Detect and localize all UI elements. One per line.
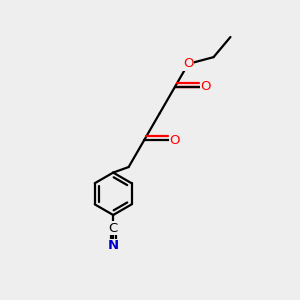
Text: O: O: [200, 80, 211, 93]
Text: O: O: [183, 57, 194, 70]
Text: N: N: [108, 239, 119, 252]
Text: C: C: [109, 222, 118, 235]
Text: O: O: [169, 134, 180, 147]
